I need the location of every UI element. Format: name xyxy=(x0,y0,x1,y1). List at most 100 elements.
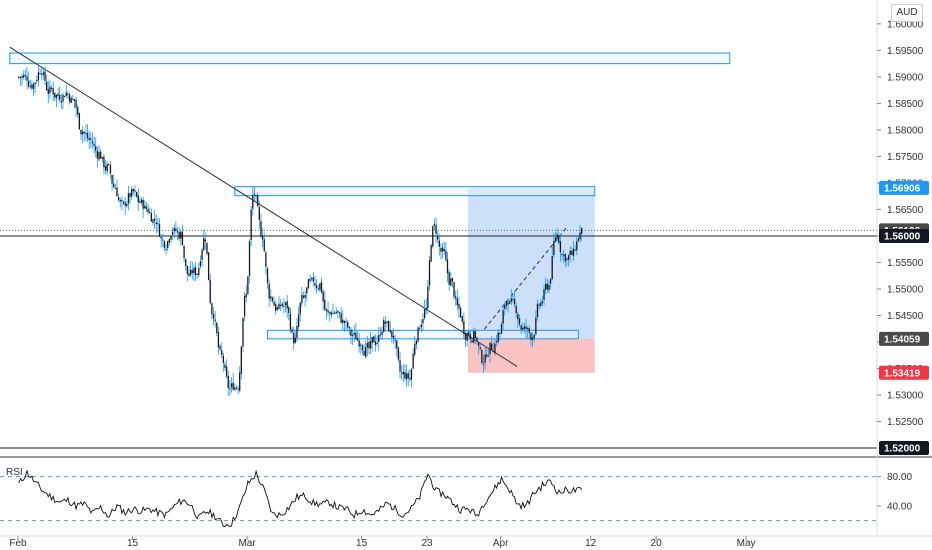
candle-body xyxy=(324,299,326,310)
candle-body xyxy=(62,94,64,102)
candle-body xyxy=(351,334,354,336)
candle-body xyxy=(368,341,370,349)
candle-body xyxy=(80,129,82,135)
candle-body xyxy=(139,201,141,203)
candle-body xyxy=(391,331,393,337)
candle-body xyxy=(553,241,555,256)
candle-body xyxy=(517,313,519,320)
candle-body xyxy=(448,272,450,285)
candle-body xyxy=(42,72,45,75)
candle-body xyxy=(111,175,113,184)
candle-body xyxy=(266,268,269,283)
candle-body xyxy=(441,247,444,252)
candle-body xyxy=(278,303,280,309)
price-tick-label: 1.53000 xyxy=(887,391,924,402)
candle-body xyxy=(171,231,174,236)
candle-body xyxy=(572,248,575,257)
candle-body xyxy=(504,305,506,309)
candle-body xyxy=(243,295,246,317)
price-tag-box xyxy=(879,365,929,380)
candle-body xyxy=(466,332,468,341)
candle-body xyxy=(150,212,153,222)
candle-body xyxy=(319,283,321,290)
candle-body xyxy=(520,325,522,330)
candle-body xyxy=(389,330,391,332)
candle-body xyxy=(225,366,228,377)
candle-body xyxy=(59,95,61,100)
candle-body xyxy=(311,277,313,279)
candle-body xyxy=(340,313,342,323)
candle-body xyxy=(554,237,557,241)
candle-body xyxy=(420,324,422,328)
candle-body xyxy=(549,279,552,284)
candle-body xyxy=(423,309,426,319)
price-tick-label: 1.58500 xyxy=(887,99,924,110)
candle-body xyxy=(194,267,197,276)
candle-body xyxy=(211,303,213,315)
candle-body xyxy=(518,318,521,325)
candle-body xyxy=(75,100,77,108)
candle-body xyxy=(396,340,398,349)
candle-body xyxy=(533,334,535,339)
candle-body xyxy=(63,96,66,98)
candle-body xyxy=(306,287,308,294)
candle-body xyxy=(474,331,476,339)
candle-body xyxy=(37,72,40,81)
candle-body xyxy=(54,92,56,98)
price-tag-box xyxy=(879,180,929,195)
candle-body xyxy=(453,282,455,297)
candle-body xyxy=(576,241,578,251)
candle-body xyxy=(245,293,247,298)
candle-body xyxy=(384,321,386,324)
candle-body xyxy=(207,252,210,281)
candle-body xyxy=(176,231,179,233)
candle-body xyxy=(163,241,166,248)
time-tick-label: Apr xyxy=(493,538,509,549)
candle-body xyxy=(135,192,138,197)
candle-body xyxy=(343,321,346,324)
candle-body xyxy=(541,301,544,304)
candle-body xyxy=(455,296,457,299)
candle-body xyxy=(78,113,81,130)
candle-body xyxy=(443,249,445,251)
candle-body xyxy=(193,268,195,274)
candle-body xyxy=(155,222,157,224)
candle-body xyxy=(217,332,220,348)
candle-body xyxy=(263,239,265,252)
currency-badge[interactable]: AUD xyxy=(891,4,923,22)
candle-body xyxy=(430,245,432,262)
candle-body xyxy=(24,74,27,76)
candle-body xyxy=(369,341,372,349)
candle-body xyxy=(288,307,290,313)
candle-body xyxy=(122,201,125,204)
candle-body xyxy=(240,346,242,374)
candle-body xyxy=(98,151,100,160)
candle-body xyxy=(579,232,581,240)
candle-body xyxy=(564,253,566,262)
price-tick-label: 1.52500 xyxy=(887,417,924,428)
candle-body xyxy=(559,241,562,253)
candle-body xyxy=(47,89,49,95)
rsi-tick-label: 80.00 xyxy=(887,472,912,483)
candle-body xyxy=(571,251,573,255)
candle-body xyxy=(347,322,349,328)
candle-body xyxy=(304,294,306,298)
candle-body xyxy=(546,283,548,290)
candle-body xyxy=(405,373,408,380)
candle-body xyxy=(320,281,323,293)
candle-body xyxy=(65,92,67,97)
candle-body xyxy=(85,133,87,135)
candle-body xyxy=(279,304,282,306)
candle-body xyxy=(242,317,244,347)
price-tick-label: 1.59000 xyxy=(887,72,924,83)
candle-body xyxy=(227,375,229,389)
zone-box-1 xyxy=(9,52,731,65)
candle-body xyxy=(235,387,238,389)
candle-body xyxy=(342,319,344,323)
candle-body xyxy=(450,278,452,286)
candle-body xyxy=(383,320,385,332)
candle-body xyxy=(114,187,117,189)
candle-body xyxy=(271,297,274,302)
